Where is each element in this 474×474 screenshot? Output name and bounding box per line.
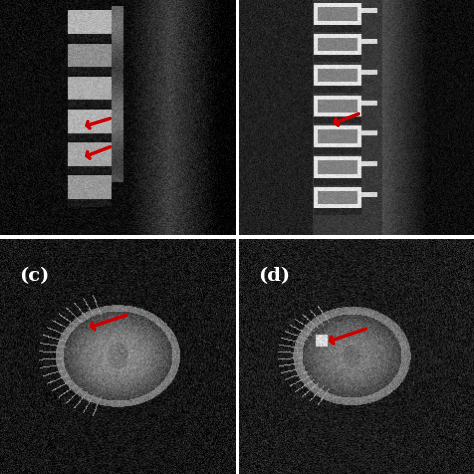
Text: (d): (d): [258, 267, 290, 285]
Text: (c): (c): [19, 267, 49, 285]
